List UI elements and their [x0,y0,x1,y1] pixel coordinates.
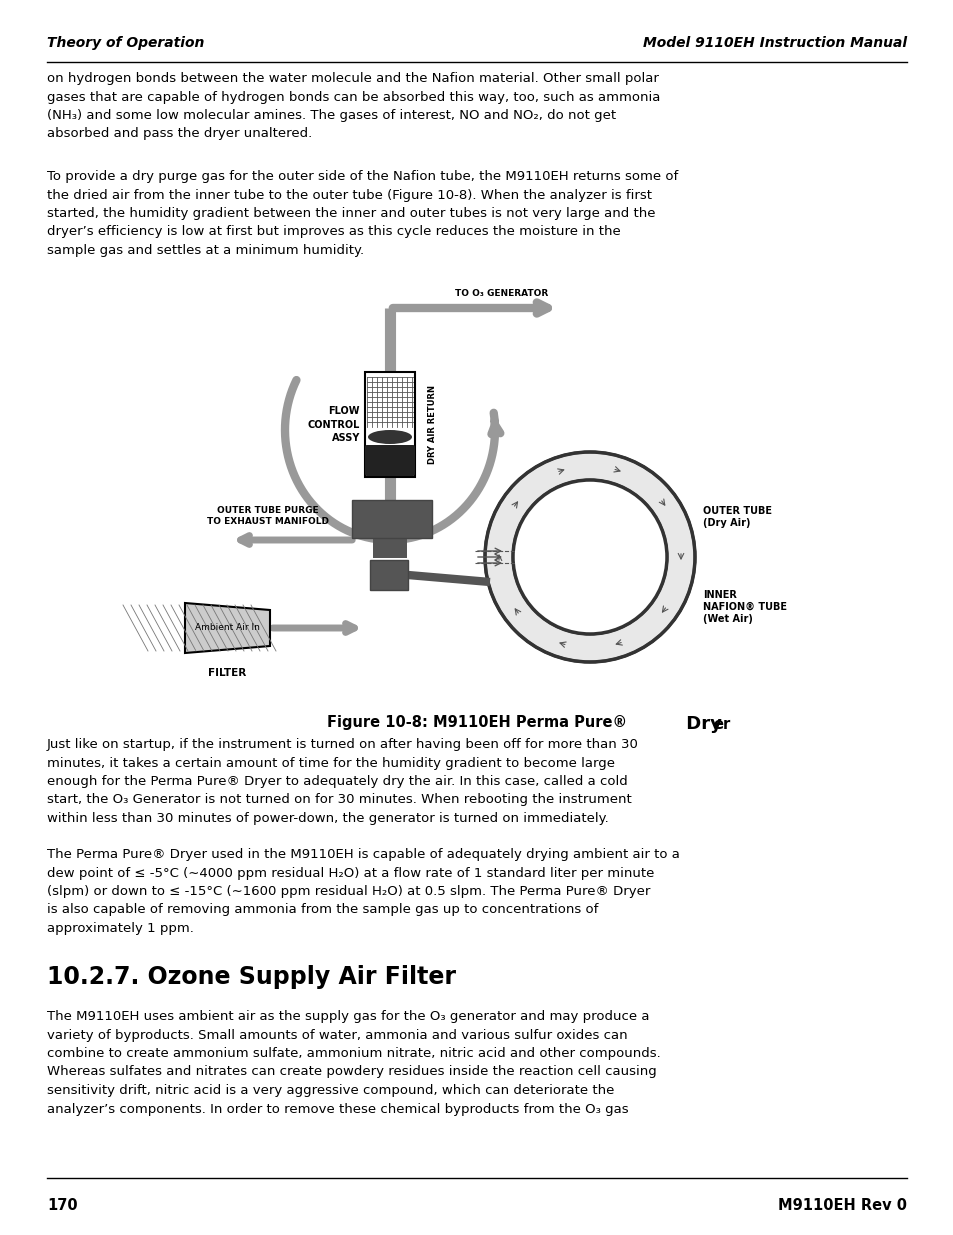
Text: Just like on startup, if the instrument is turned on after having been off for m: Just like on startup, if the instrument … [47,739,639,825]
Circle shape [513,480,666,634]
Text: Model 9110EH Instruction Manual: Model 9110EH Instruction Manual [642,36,906,49]
Text: Dry: Dry [679,715,721,734]
Text: FILTER: FILTER [208,668,246,678]
Polygon shape [185,603,270,653]
Bar [370,559,408,590]
Text: TO O₃ GENERATOR: TO O₃ GENERATOR [455,289,548,298]
Text: INNER
NAFION® TUBE
(Wet Air): INNER NAFION® TUBE (Wet Air) [702,589,786,625]
Text: Figure 10-8: M9110EH Perma Pure®: Figure 10-8: M9110EH Perma Pure® [327,715,626,730]
Text: Ambient Air In: Ambient Air In [194,624,259,632]
Text: FLOW
CONTROL
ASSY: FLOW CONTROL ASSY [307,406,359,442]
Bar [352,500,432,538]
Bar [373,538,407,558]
Text: on hydrogen bonds between the water molecule and the Nafion material. Other smal: on hydrogen bonds between the water mole… [47,72,659,141]
Text: OUTER TUBE PURGE
TO EXHAUST MANIFOLD: OUTER TUBE PURGE TO EXHAUST MANIFOLD [207,506,329,526]
Text: 170: 170 [47,1198,77,1213]
Text: OUTER TUBE
(Dry Air): OUTER TUBE (Dry Air) [702,506,771,529]
Text: The Perma Pure® Dryer used in the M9110EH is capable of adequately drying ambien: The Perma Pure® Dryer used in the M9110E… [47,848,679,935]
FancyBboxPatch shape [365,445,415,475]
Text: M9110EH Rev 0: M9110EH Rev 0 [778,1198,906,1213]
Text: 10.2.7. Ozone Supply Air Filter: 10.2.7. Ozone Supply Air Filter [47,965,456,989]
Bar [365,372,415,477]
Text: The M9110EH uses ambient air as the supply gas for the O₃ generator and may prod: The M9110EH uses ambient air as the supp… [47,1010,660,1115]
Text: To provide a dry purge gas for the outer side of the Nafion tube, the M9110EH re: To provide a dry purge gas for the outer… [47,170,678,257]
Text: Theory of Operation: Theory of Operation [47,36,204,49]
Ellipse shape [368,430,412,445]
Text: er: er [712,718,729,732]
Text: DRY AIR RETURN: DRY AIR RETURN [428,385,437,464]
